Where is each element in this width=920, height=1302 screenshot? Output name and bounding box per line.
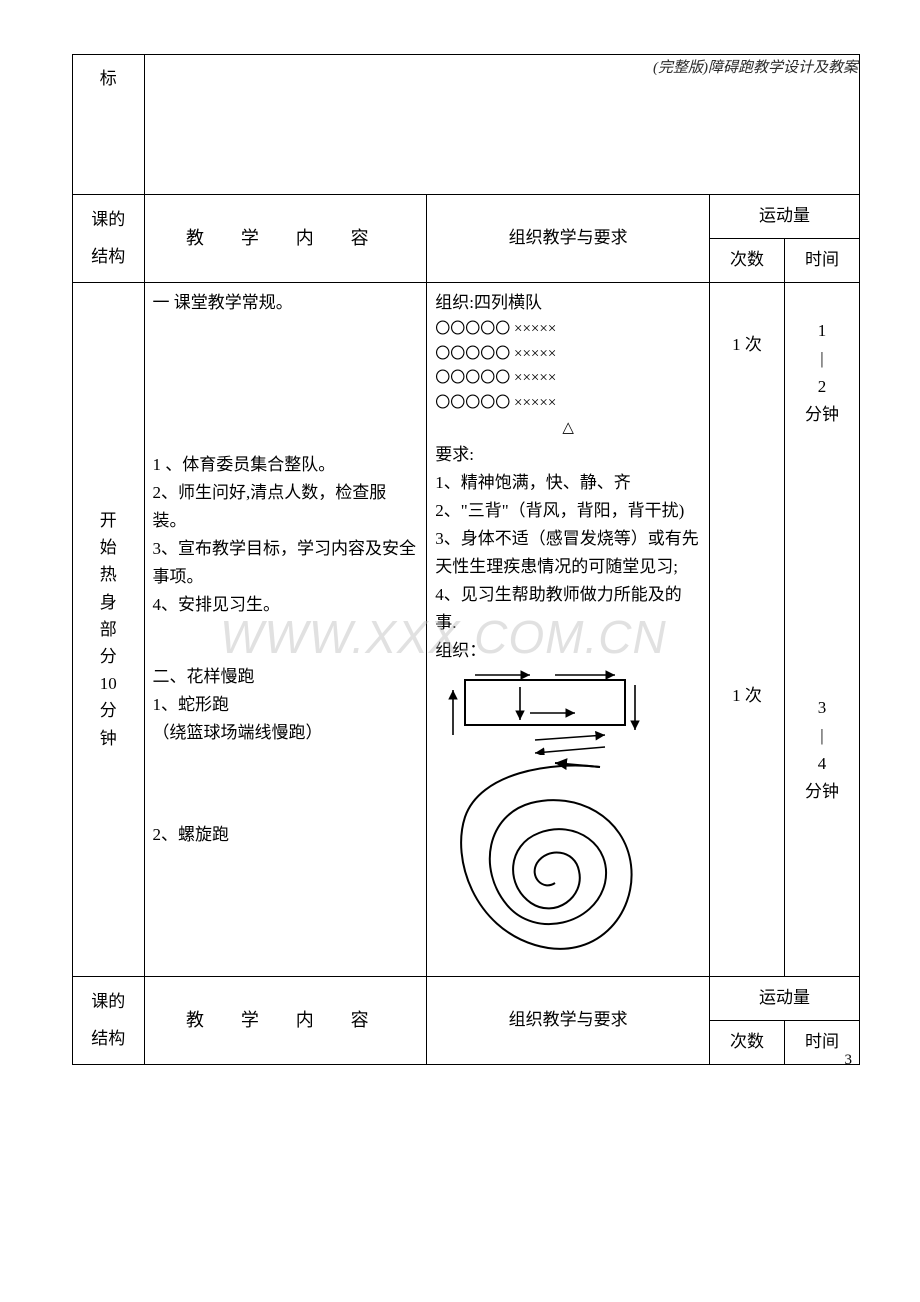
time-line: | (793, 722, 851, 750)
snake-diagram (435, 665, 701, 755)
formation-row: 〇〇〇〇〇 ××××× (435, 317, 701, 342)
header-row-1: 课的 结构 教 学 内 容 组织教学与要求 运动量 (73, 195, 860, 239)
content-a-item: 4、安排见习生。 (153, 591, 419, 619)
time-line: 1 (793, 317, 851, 345)
lesson-table: 标 课的 结构 教 学 内 容 组织教学与要求 运动量 次数 时间 开 始 (72, 54, 860, 1065)
cell-structure: 开 始 热 身 部 分 10 分 钟 (73, 282, 145, 976)
structure-line: 分 (81, 697, 136, 724)
cell-org: 组织:四列横队 〇〇〇〇〇 ××××× 〇〇〇〇〇 ××××× 〇〇〇〇〇 ××… (427, 282, 710, 976)
structure-line: 始 (81, 534, 136, 561)
content-b-title: 二、花样慢跑 (153, 663, 419, 691)
cell-count-b: 1 次 (709, 622, 784, 976)
spiral-diagram (435, 755, 701, 970)
hdr-structure: 课的 结构 (73, 195, 145, 283)
hdr-load: 运动量 (709, 195, 859, 239)
cell-content: 一 课堂教学常规。 1 、体育委员集合整队。 2、师生问好,清点人数，检查服装。… (144, 282, 427, 976)
time-line: | (793, 345, 851, 373)
structure-line: 部 (81, 616, 136, 643)
structure-line: 身 (81, 589, 136, 616)
hdr-time: 时间 (784, 238, 859, 282)
org-req-item: 4、见习生帮助教师做力所能及的事. (435, 581, 701, 637)
org-req-item: 2、"三背"（背风，背阳，背干扰) (435, 497, 701, 525)
cell-time-a: 1 | 2 分钟 (784, 282, 859, 622)
ftr-content: 教 学 内 容 (144, 976, 427, 1064)
formation-row: 〇〇〇〇〇 ××××× (435, 391, 701, 416)
time-line: 3 (793, 694, 851, 722)
org-b-label: 组织： (435, 637, 701, 665)
cell-biao: 标 (73, 55, 145, 195)
structure-line: 热 (81, 561, 136, 588)
cell-time-b: 3 | 4 分钟 (784, 622, 859, 976)
time-line: 分钟 (793, 778, 851, 806)
formation-row: 〇〇〇〇〇 ××××× (435, 342, 701, 367)
org-req-item: 3、身体不适（感冒发烧等）或有先天性生理疾患情况的可随堂见习; (435, 525, 701, 581)
page-container: (完整版)障碍跑教学设计及教案 WWW.XXX.COM.CN 标 课的 结构 教… (0, 0, 920, 1105)
hdr-content: 教 学 内 容 (144, 195, 427, 283)
header-text: (完整版)障碍跑教学设计及教案 (653, 56, 858, 77)
org-req-label: 要求: (435, 441, 701, 469)
hdr-org: 组织教学与要求 (427, 195, 710, 283)
ftr-load: 运动量 (709, 976, 859, 1020)
teacher-mark: △ (435, 416, 701, 441)
structure-line: 分 (81, 643, 136, 670)
formation-row: 〇〇〇〇〇 ××××× (435, 366, 701, 391)
footer-header-row-1: 课的 结构 教 学 内 容 组织教学与要求 运动量 (73, 976, 860, 1020)
time-line: 分钟 (793, 401, 851, 429)
content-b-item: 1、蛇形跑 (153, 691, 419, 719)
hdr-structure-l1: 课的 (91, 210, 125, 229)
structure-line: 开 (81, 507, 136, 534)
ftr-structure-l1: 课的 (91, 992, 125, 1011)
content-b-item: （绕篮球场端线慢跑） (153, 719, 419, 747)
content-a-item: 1 、体育委员集合整队。 (153, 451, 419, 479)
time-line: 4 (793, 750, 851, 778)
content-a-title: 一 课堂教学常规。 (153, 289, 419, 317)
org-a-label: 组织:四列横队 (435, 289, 701, 317)
ftr-org: 组织教学与要求 (427, 976, 710, 1064)
cell-count-a: 1 次 (709, 282, 784, 622)
page-number: 3 (845, 1052, 853, 1069)
content-a-item: 3、宣布教学目标，学习内容及安全事项。 (153, 535, 419, 591)
ftr-structure: 课的 结构 (73, 976, 145, 1064)
structure-line: 钟 (81, 725, 136, 752)
content-c: 2、螺旋跑 (153, 821, 419, 849)
time-line: 2 (793, 373, 851, 401)
hdr-count: 次数 (709, 238, 784, 282)
ftr-structure-l2: 结构 (91, 1029, 125, 1048)
structure-line: 10 (81, 670, 136, 697)
org-req-item: 1、精神饱满，快、静、齐 (435, 469, 701, 497)
body-row-1a: 开 始 热 身 部 分 10 分 钟 一 课堂教学常规。 1 、体育委员集合整队… (73, 282, 860, 622)
ftr-count: 次数 (709, 1020, 784, 1064)
content-a-item: 2、师生问好,清点人数，检查服装。 (153, 479, 419, 535)
hdr-structure-l2: 结构 (91, 247, 125, 266)
